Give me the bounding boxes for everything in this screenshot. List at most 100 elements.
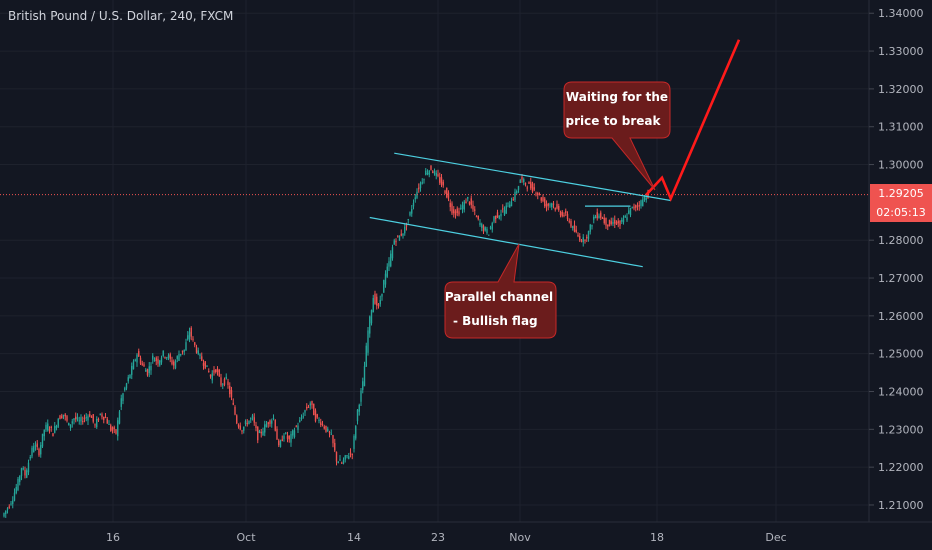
candle-down	[545, 204, 548, 207]
candle-up	[80, 417, 82, 422]
candle-up	[3, 513, 5, 517]
candle-up	[122, 393, 124, 401]
candle-up	[292, 430, 294, 436]
candle-down	[164, 357, 166, 359]
candle-up	[628, 210, 630, 214]
price-tick-label: 1.26000	[878, 310, 924, 323]
candle-down	[477, 215, 479, 220]
candle-up	[12, 500, 14, 504]
candle-down	[316, 414, 318, 418]
candle-down	[92, 414, 94, 422]
callout-parallel-channel[interactable]: Parallel channel - Bullish flag	[444, 243, 557, 339]
candle-down	[538, 194, 541, 196]
candle-down	[456, 208, 458, 213]
time-tick-label: Nov	[509, 531, 531, 544]
candle-down	[395, 240, 397, 243]
candle-up	[598, 215, 600, 218]
candle-up	[283, 435, 285, 439]
time-tick-label: Dec	[765, 531, 786, 544]
candle-up	[166, 357, 168, 359]
candle-up	[582, 237, 584, 243]
candle-down	[615, 222, 618, 225]
candle-down	[524, 182, 527, 185]
candle-down	[201, 356, 203, 361]
candle-up	[293, 430, 296, 438]
candle-up	[47, 423, 49, 431]
candle-up	[174, 361, 177, 369]
candle-up	[365, 345, 367, 367]
candle-up	[463, 201, 465, 210]
price-axis[interactable]: 1.34000 1.33000 1.32000 1.31000 1.30000 1.280…	[869, 7, 924, 512]
candle-up	[131, 365, 133, 375]
callout-top-line2: price to break	[566, 114, 662, 128]
candle-up	[62, 414, 65, 416]
candle-up	[411, 209, 413, 214]
candle-up	[167, 355, 170, 358]
callout-top-line1: Waiting for the	[566, 90, 668, 104]
candle-down	[453, 209, 455, 214]
candle-down	[106, 418, 108, 424]
candle-up	[491, 223, 493, 230]
candle-up	[327, 428, 329, 432]
candle-up	[510, 201, 513, 207]
candle-down	[579, 236, 581, 241]
candle-up	[433, 170, 436, 174]
candle-up	[248, 420, 250, 424]
candle-down	[454, 211, 457, 216]
candle-down	[447, 192, 450, 199]
candle-down	[111, 427, 114, 431]
candle-down	[36, 443, 38, 448]
time-tick-label: 18	[650, 531, 664, 544]
candle-up	[118, 411, 121, 424]
candle-down	[502, 208, 504, 210]
candle-down	[253, 417, 255, 423]
candle-up	[34, 445, 37, 447]
candle-up	[467, 196, 469, 199]
candle-up	[145, 370, 147, 372]
candle-down	[377, 304, 380, 306]
candle-down	[542, 197, 544, 202]
candle-up	[517, 186, 520, 190]
candle-up	[96, 418, 98, 428]
candle-up	[587, 231, 590, 239]
candle-down	[269, 420, 271, 424]
candle-up	[309, 403, 311, 406]
projection-path	[645, 39, 741, 202]
candle-up	[127, 377, 129, 382]
callout-waiting-break[interactable]: Waiting for the price to break	[563, 81, 671, 191]
candle-up	[43, 429, 45, 437]
candle-up	[388, 261, 390, 267]
candle-down	[554, 207, 556, 210]
channel-line	[369, 216, 643, 268]
candle-up	[297, 425, 299, 430]
candle-down	[195, 347, 198, 353]
time-tick-label: 16	[106, 531, 120, 544]
candle-down	[255, 425, 257, 429]
candle-down	[110, 425, 112, 431]
candle-up	[68, 422, 70, 426]
candle-down	[216, 368, 219, 373]
candle-up	[160, 357, 163, 363]
candle-down	[614, 219, 616, 224]
candle-down	[482, 225, 485, 232]
candle-up	[355, 426, 357, 439]
candle-up	[136, 354, 138, 363]
time-axis[interactable]: 16 Oct 14 23 Nov 18 Dec	[106, 531, 787, 544]
candle-up	[402, 233, 404, 236]
candle-down	[101, 414, 103, 418]
chart-title: British Pound / U.S. Dollar, 240, FXCM	[8, 9, 234, 23]
candle-down	[223, 378, 226, 385]
candle-up	[10, 503, 12, 505]
candle-up	[199, 354, 201, 356]
price-tick-label: 1.22000	[878, 461, 924, 474]
candle-up	[258, 431, 261, 433]
candle-down	[232, 402, 234, 405]
candle-down	[48, 429, 51, 431]
candle-up	[13, 492, 16, 501]
candle-up	[265, 424, 268, 428]
candle-up	[330, 433, 332, 435]
candle-up	[629, 207, 632, 216]
candle-down	[218, 369, 220, 377]
price-tick-label: 1.23000	[878, 423, 924, 436]
